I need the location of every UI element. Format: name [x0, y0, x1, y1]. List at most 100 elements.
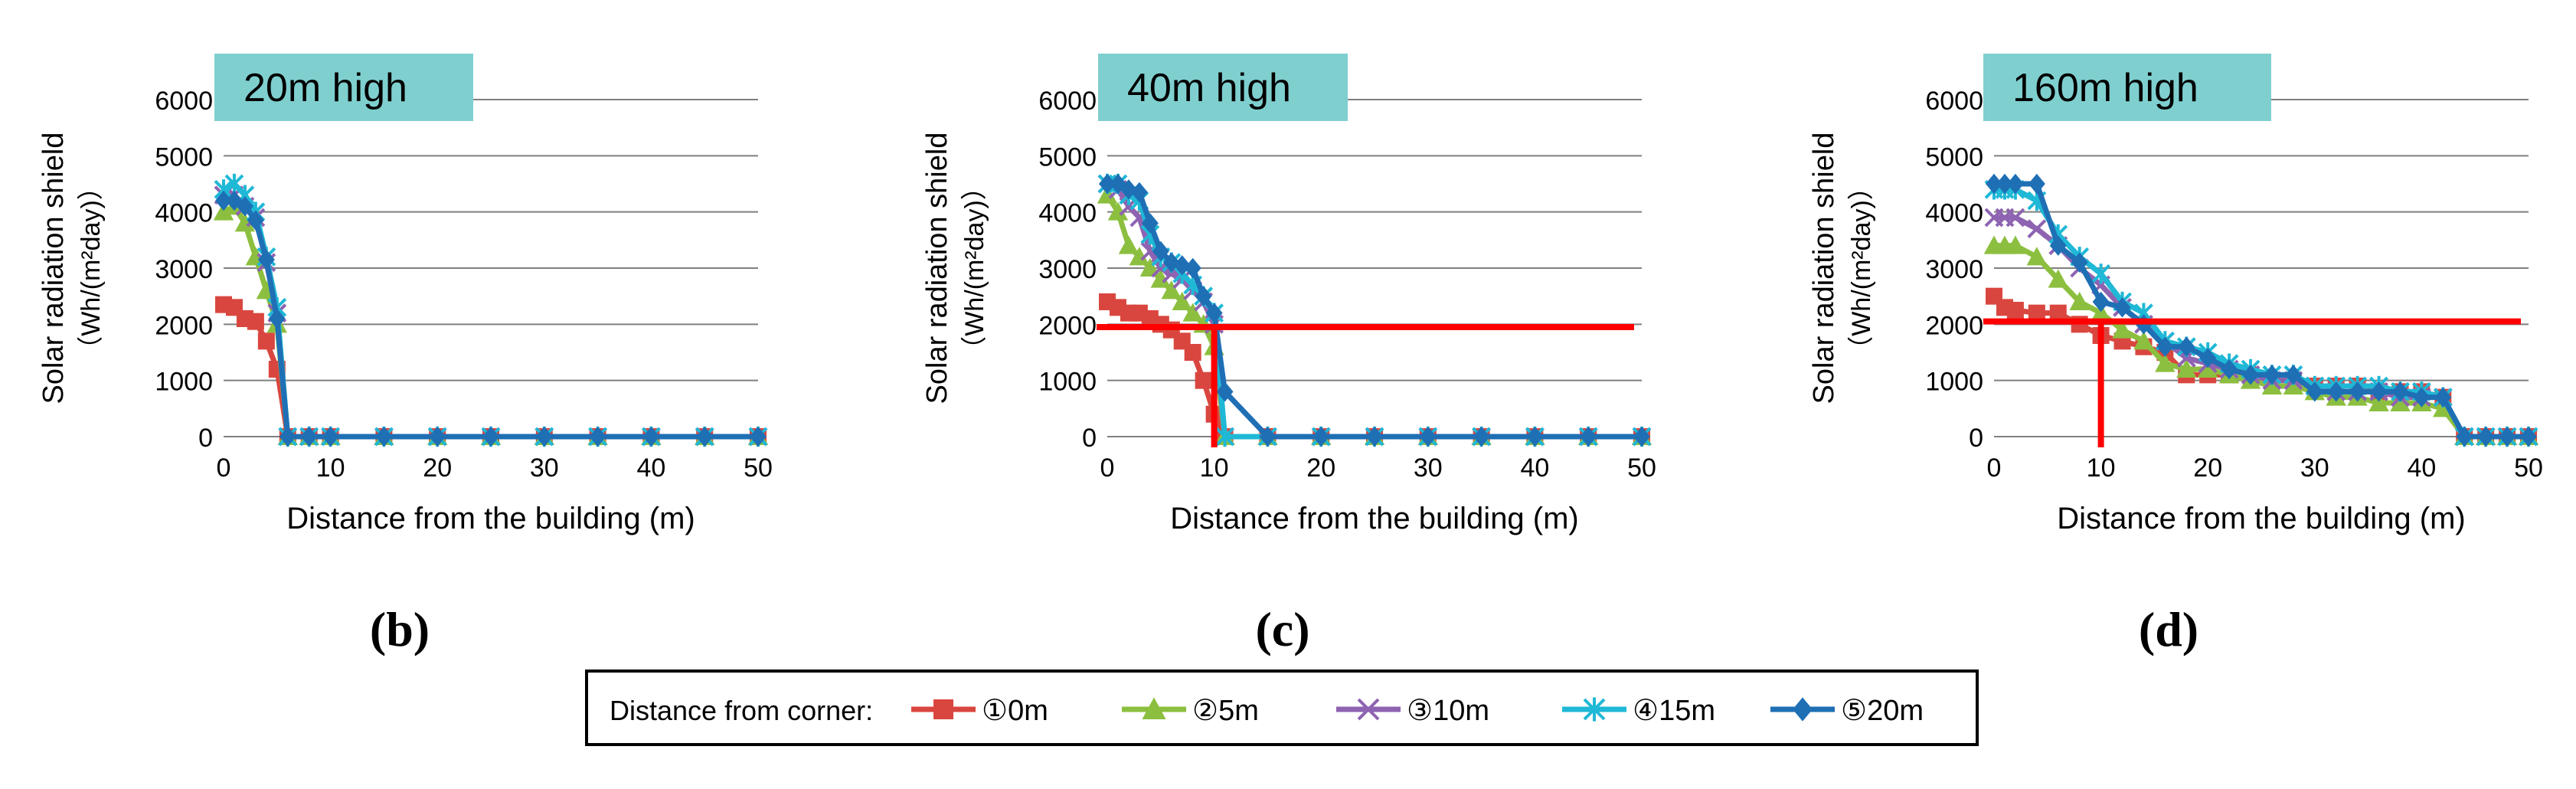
series-line [222, 181, 758, 440]
data-point [2433, 398, 2453, 417]
series-2 [1097, 185, 1652, 445]
data-point [236, 196, 253, 217]
y-tick-label: 0 [198, 424, 213, 453]
x-tick-label: 20 [423, 453, 452, 483]
chart-title-box [1098, 54, 1348, 121]
data-point [1366, 426, 1383, 447]
data-point [2263, 365, 2280, 385]
chart-3: 0 1000 2000 3000 4000 5000 6000 0 10 20 30 40 50 Dist… [1808, 54, 2543, 535]
x-axis-label: Distance from the building (m) [286, 502, 695, 535]
y-axis-label-line2: （Wh/(m²day)） [960, 174, 989, 362]
data-point [1195, 286, 1212, 306]
data-point [1152, 241, 1169, 262]
data-point [2091, 303, 2111, 322]
series-line [222, 203, 758, 440]
data-point [1526, 426, 1544, 447]
legend-entry-4: ④15m [1562, 695, 1715, 727]
series-1 [215, 296, 767, 445]
data-point [2006, 208, 2025, 228]
legend-marker [1583, 697, 1606, 722]
series-line [224, 192, 758, 440]
data-point [1215, 426, 1234, 447]
y-tick-label: 4000 [155, 199, 213, 228]
x-axis-label: Distance from the building (m) [1170, 502, 1579, 535]
data-point [2049, 235, 2067, 256]
y-tick-label: 6000 [1038, 87, 1097, 116]
data-point [279, 426, 296, 447]
y-tick-label: 1000 [1038, 368, 1097, 397]
y-tick-label: 1000 [1925, 368, 1983, 397]
data-point [268, 308, 286, 329]
data-point [247, 210, 264, 231]
data-point [2413, 387, 2431, 408]
data-point [2327, 381, 2345, 402]
series-line [224, 198, 758, 440]
legend-entry-3: ③10m [1336, 695, 1489, 727]
series-5 [1986, 173, 2537, 447]
data-point [2370, 381, 2388, 402]
series-2 [1983, 235, 2539, 445]
data-point [429, 426, 446, 447]
data-point [2048, 269, 2068, 288]
x-tick-label: 20 [2193, 453, 2222, 483]
legend-title: Distance from corner: [610, 695, 873, 726]
chart-title-box [1983, 54, 2271, 121]
y-tick-label: 4000 [1038, 199, 1097, 228]
data-point [1419, 426, 1437, 447]
y-tick-label: 4000 [1925, 199, 1983, 228]
x-tick-label: 0 [217, 453, 231, 483]
data-point [2155, 353, 2176, 372]
data-point [2242, 365, 2260, 385]
data-point [696, 426, 714, 447]
data-point [2349, 381, 2366, 402]
x-tick-label: 10 [1200, 453, 1229, 483]
x-tick-label: 50 [2514, 453, 2543, 483]
x-tick-label: 40 [1520, 453, 1549, 483]
y-axis-label-line1: Solar radiation shield [921, 133, 953, 404]
data-point [2520, 426, 2537, 447]
series-line [1106, 299, 1642, 440]
data-point [213, 201, 234, 221]
chart-1: 0 1000 2000 3000 4000 5000 6000 0 10 20 30 40 50 Dist… [38, 54, 773, 535]
legend-entries: ①0m ②5m ③10m ④15m ⑤20m [911, 695, 1924, 727]
legend-marker [1357, 698, 1380, 721]
y-tick-label: 0 [1082, 424, 1097, 453]
chart-title: 20m high [244, 66, 407, 110]
legend-box [585, 670, 1979, 746]
series-4 [214, 173, 768, 447]
data-point [215, 190, 232, 211]
series-4 [1984, 179, 2538, 447]
data-point [1118, 235, 1139, 254]
data-point [2069, 291, 2090, 310]
data-point [1150, 269, 1171, 288]
data-point [642, 426, 660, 447]
data-point [1986, 173, 2002, 195]
y-axis-label-line2: （Wh/(m²day)） [1847, 174, 1876, 362]
chart-title: 160m high [2012, 66, 2198, 110]
data-point [1107, 201, 1129, 221]
data-point [2221, 358, 2238, 380]
y-tick-label: 2000 [1038, 311, 1097, 340]
y-tick-label: 5000 [1925, 142, 1983, 172]
data-point [1259, 426, 1277, 447]
data-point [2005, 235, 2026, 254]
data-point [2306, 381, 2323, 402]
x-tick-label: 40 [636, 453, 665, 483]
data-point [1099, 173, 1116, 195]
y-tick-label: 5000 [1038, 142, 1097, 172]
data-point [2261, 375, 2283, 394]
data-point [1996, 173, 2013, 195]
data-point [2006, 173, 2024, 195]
x-axis-label: Distance from the building (m) [2057, 502, 2466, 535]
data-point [1130, 182, 1148, 203]
data-point [300, 426, 318, 447]
data-point [1182, 303, 1203, 322]
data-point [1097, 185, 1118, 204]
data-point [247, 313, 264, 330]
legend-label: ③10m [1407, 695, 1489, 727]
x-tick-label: 30 [530, 453, 559, 483]
data-point [2178, 336, 2195, 357]
chart-2: 0 1000 2000 3000 4000 5000 6000 0 10 20 30 40 50 Dist… [921, 54, 1656, 535]
